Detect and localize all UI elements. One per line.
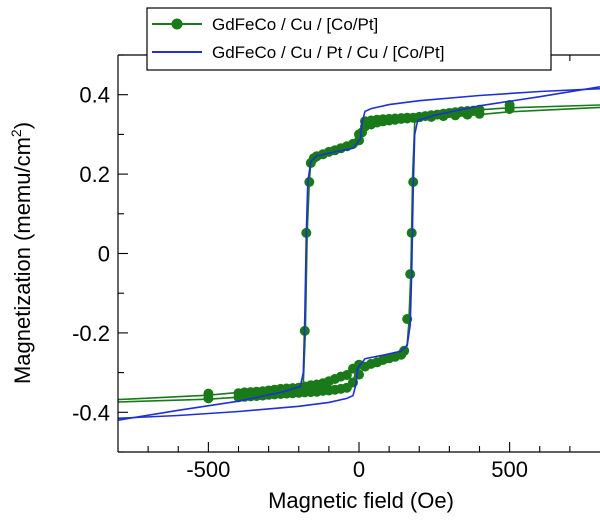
- series-1-point: [450, 110, 461, 121]
- y-tick-label: 0.2: [79, 162, 110, 187]
- series-1-point: [504, 100, 515, 110]
- series-2-ascending-line: [118, 86, 600, 420]
- legend-marker-series-1: [171, 18, 183, 30]
- y-axis-title-superscript: 2: [8, 129, 24, 137]
- series-1-point: [354, 129, 364, 140]
- x-tick-label: 0: [353, 457, 365, 482]
- series-1-point: [474, 108, 485, 119]
- y-tick-label: -0.2: [72, 321, 110, 346]
- series-1-point: [203, 393, 214, 404]
- series-1-point: [399, 345, 410, 356]
- y-tick-label: 0.4: [79, 83, 110, 108]
- x-axis-title: Magnetic field (Oe): [268, 488, 454, 513]
- y-axis-title: Magnetization (memu/cm2): [8, 122, 35, 384]
- axes: -500 0 500 0.4 0.2 0 -0.2 -0.4: [72, 54, 600, 482]
- series-1-point: [402, 112, 413, 123]
- series-1-point: [354, 369, 364, 380]
- x-tick-label: -500: [186, 457, 230, 482]
- legend-label-series-1: GdFeCo / Cu / [Co/Pt]: [212, 15, 378, 34]
- legend-label-series-2: GdFeCo / Cu / Pt / Cu / [Co/Pt]: [212, 43, 444, 62]
- y-axis-title-close: ): [10, 122, 35, 129]
- y-axis-title-main: Magnetization (memu/cm: [10, 137, 35, 384]
- series-1-point: [341, 370, 352, 380]
- series-1-descending-line: [118, 104, 600, 401]
- legend: GdFeCo / Cu / [Co/Pt] GdFeCo / Cu / Pt /…: [146, 7, 552, 71]
- series-1-point: [405, 269, 416, 280]
- legend-box: [146, 7, 552, 71]
- y-tick-label: -0.4: [72, 400, 110, 425]
- y-tick-label: 0: [98, 242, 110, 267]
- series-2-descending-line: [118, 87, 600, 421]
- series-1-ascending-line: [118, 106, 600, 403]
- series-1-point: [462, 109, 473, 120]
- series-layer: [118, 86, 600, 421]
- series-1-point: [304, 177, 315, 187]
- x-tick-label: 500: [491, 457, 528, 482]
